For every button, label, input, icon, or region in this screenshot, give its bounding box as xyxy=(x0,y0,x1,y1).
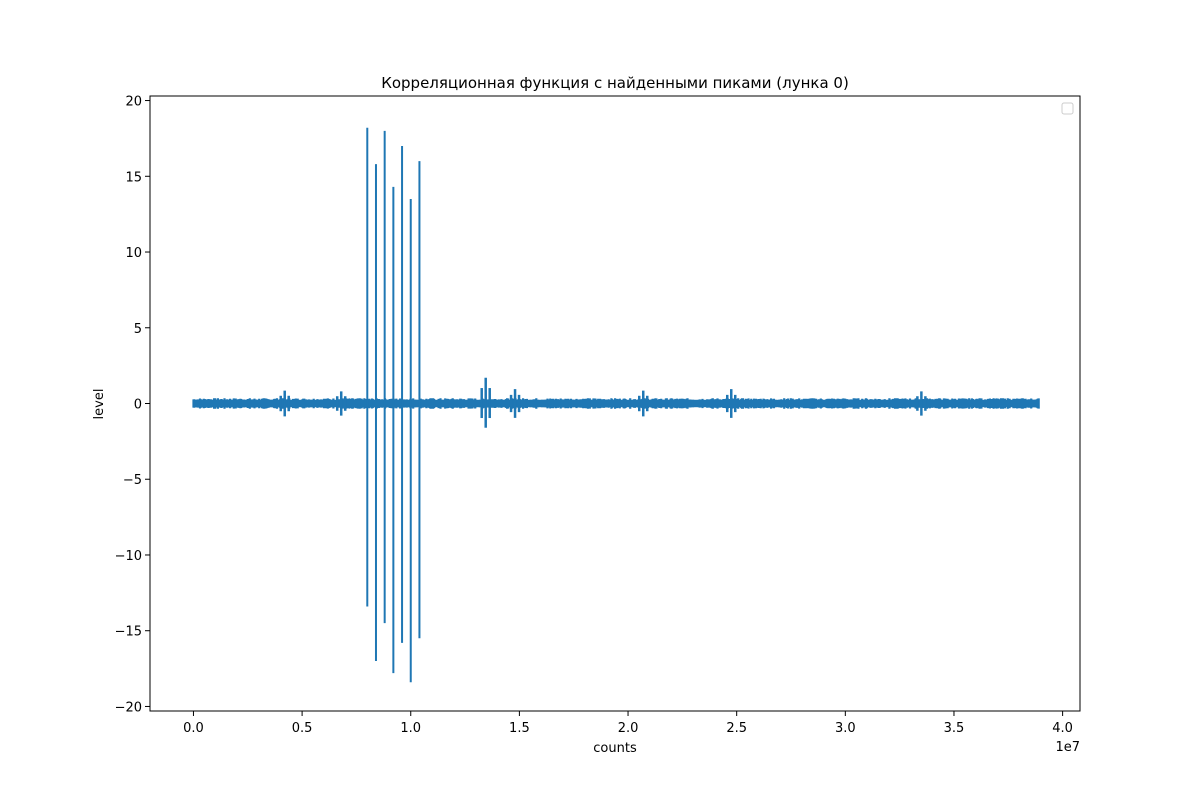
y-tick-label: −15 xyxy=(115,625,142,640)
y-tick-label: 0 xyxy=(134,398,142,413)
chart-title: Корреляционная функция с найденными пика… xyxy=(381,74,849,92)
x-axis-label: counts xyxy=(593,741,637,756)
x-axis: 0.0 0.5 1.0 1.5 2.0 2.5 3.0 3.5 4.0 xyxy=(183,711,1073,736)
x-tick-label: 0.5 xyxy=(292,721,313,736)
plot-area xyxy=(149,95,1081,712)
x-tick-label: 4.0 xyxy=(1052,721,1073,736)
x-tick-label: 2.5 xyxy=(726,721,747,736)
y-tick-label: 15 xyxy=(125,170,142,185)
x-axis-offset: 1e7 xyxy=(1055,740,1080,755)
series-band-core xyxy=(193,399,1039,408)
y-tick-label: 5 xyxy=(134,322,142,337)
x-tick-label: 0.0 xyxy=(183,721,204,736)
x-tick-label: 2.0 xyxy=(618,721,639,736)
series-layer xyxy=(192,127,1040,683)
y-axis: 20 15 10 5 0 −5 −10 −15 −20 xyxy=(115,95,150,715)
x-tick-label: 1.5 xyxy=(509,721,530,736)
x-tick-label: 3.5 xyxy=(944,721,965,736)
x-tick-label: 3.0 xyxy=(835,721,856,736)
y-tick-label: 10 xyxy=(125,246,142,261)
y-tick-label: 20 xyxy=(125,95,142,110)
x-tick-label: 1.0 xyxy=(400,721,421,736)
legend-box xyxy=(1061,102,1074,115)
y-axis-label: level xyxy=(92,389,107,420)
y-tick-label: −10 xyxy=(115,549,142,564)
y-tick-label: −20 xyxy=(115,700,142,715)
y-tick-label: −5 xyxy=(123,473,142,488)
